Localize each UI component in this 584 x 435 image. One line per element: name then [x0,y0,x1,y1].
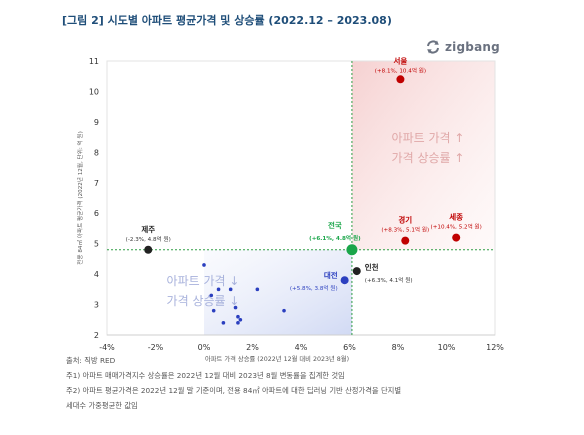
point-label-value: (+6.3%, 4.1억 원) [365,276,413,284]
scatter-point-제주 [144,245,153,254]
quadrant-label-lower-left: 가격 상승률 ↓ [167,294,240,308]
scatter-point [211,308,216,313]
point-label-value: (+8.1%, 10.4억 원) [375,66,426,74]
x-tick-label: 8% [392,343,405,352]
x-tick-label: 10% [438,343,456,352]
y-tick-label: 6 [94,209,99,218]
quadrant-label-upper-right: 아파트 가격 ↑ [392,131,465,145]
scatter-point [233,305,238,310]
point-label-name: 경기 [398,215,412,225]
logo-wordmark: zigbang [445,40,500,54]
x-tick-label: 6% [343,343,356,352]
x-tick-label: -4% [99,343,115,352]
scatter-point [221,321,226,325]
refresh-arrows-icon [427,40,439,54]
scatter-point [236,314,240,319]
x-axis-label: 아파트 가격 상승률 (2022년 12월 대비 2023년 8월) [205,354,349,363]
footnote-2: 주2) 아파트 평균가격은 2022년 12월 말 기준이며, 전용 84㎡ 아… [66,386,402,395]
source-note: 출처: 직방 RED [66,356,116,365]
point-label-name: 대전 [324,270,338,280]
scatter-point-서울 [396,75,405,84]
scatter-point [236,321,240,325]
y-tick-label: 10 [89,87,99,96]
footnote-1: 주1) 아파트 매매가격지수 상승률은 2022년 12월 대비 2023년 8… [66,371,345,380]
quadrant-label-lower-left: 아파트 가격 ↓ [167,274,240,288]
y-tick-label: 11 [89,57,99,66]
scatter-point [282,308,286,313]
point-label-value: (+6.1%, 4.8억 원) [309,234,361,242]
y-axis-label: 전용 84㎡ 아파트 평균가격 (2022년 12월, 단위: 억 원) [76,131,84,265]
scatter-point [228,287,233,292]
figure-title: [그림 2] 시도별 아파트 평균가격 및 상승률 (2022.12 – 202… [62,14,392,27]
scatter-point [202,263,206,267]
footer-notes: 출처: 직방 RED 주1) 아파트 매매가격지수 상승률은 2022년 12월… [66,353,526,413]
x-tick-label: -2% [148,343,164,352]
y-tick-label: 9 [94,118,99,127]
point-label-name: 제주 [141,224,155,234]
zigbang-logo: zigbang [425,39,500,55]
point-label-value: (+5.8%, 3.8억 원) [290,284,338,292]
scatter-point-인천 [352,267,361,276]
scatter-point-대전 [340,276,349,285]
point-label-value: (-2.3%, 4.8억 원) [126,235,171,243]
scatter-point-경기 [401,236,410,245]
scatter-point [238,317,243,322]
point-label-name: 전국 [328,220,342,230]
y-tick-label: 7 [94,179,99,188]
quadrant-lower-left-shade [204,249,352,335]
y-tick-label: 4 [94,270,99,279]
y-tick-label: 8 [94,148,99,157]
point-label-value: (+8.3%, 5.1억 원) [381,226,429,234]
x-tick-label: 12% [486,343,504,352]
scatter-point [209,293,214,298]
quadrant-label-upper-right: 가격 상승률 ↑ [392,151,465,165]
quadrant-upper-right-shade [351,61,495,250]
scatter-point-세종 [452,233,461,242]
scatter-point [216,287,221,292]
scatter-point-전국 [346,244,358,256]
y-tick-label: 2 [94,331,99,340]
y-tick-label: 3 [94,301,99,310]
point-label-value: (+10.4%, 5.2억 원) [431,223,482,231]
x-tick-label: 0% [198,343,211,352]
point-label-name: 인천 [365,262,379,272]
x-tick-label: 2% [246,343,259,352]
point-label-name: 세종 [449,212,463,222]
y-tick-label: 5 [94,240,99,249]
x-tick-label: 4% [295,343,308,352]
point-label-name: 서울 [394,55,408,65]
footnote-3: 세대수 가중평균한 값임 [66,401,138,410]
scatter-point [255,287,260,292]
